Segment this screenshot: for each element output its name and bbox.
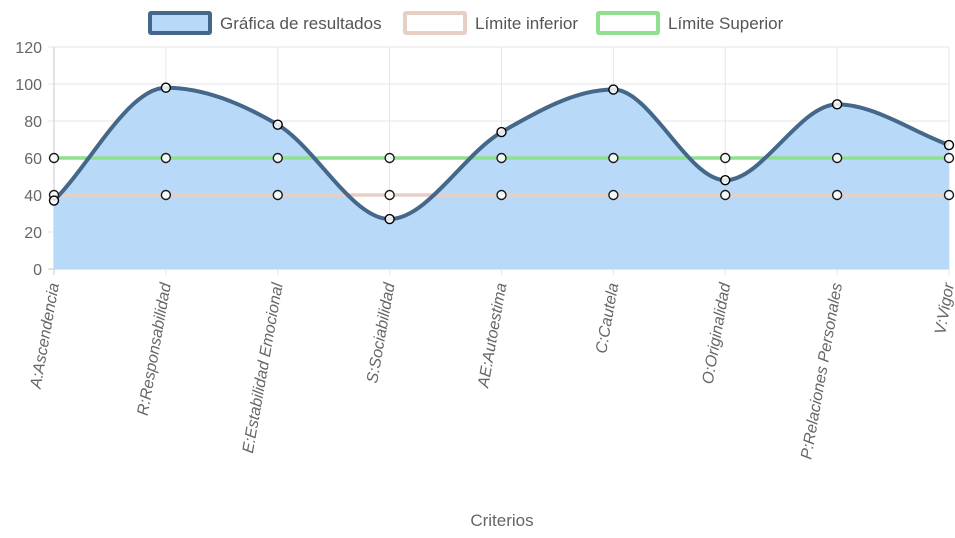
legend[interactable]: Gráfica de resultados Límite inferior Lími… [148,11,784,35]
x-tick-label: C:Cautela [593,282,622,355]
legend-label: Límite inferior [475,14,578,33]
x-tick-label: R:Responsabilidad [135,281,175,417]
legend-label: Gráfica de resultados [220,14,382,33]
x-axis-title: Criterios [470,511,533,530]
area-fill [54,87,949,269]
legend-swatch [596,11,660,35]
legend-item-1[interactable]: Límite inferior [403,11,578,35]
data-point-s1-2[interactable] [272,189,283,201]
x-tick-label: E:Estabilidad Emocional [240,281,287,454]
data-point-s0-6[interactable] [720,174,731,186]
data-point-s0-7[interactable] [831,99,843,110]
data-point-s1-1[interactable] [160,189,172,201]
data-point-s0-1[interactable] [160,82,172,93]
data-points [48,82,955,225]
legend-swatch [148,11,212,35]
data-point-s0-5[interactable] [608,84,619,95]
x-tick-label: AE:Autoestima [475,282,510,390]
y-tick-label: 120 [15,40,42,57]
data-point-s0-2[interactable] [272,119,283,130]
data-point-s2-7[interactable] [831,152,843,164]
x-tick-label: O:Originalidad [700,281,735,386]
data-point-s1-4[interactable] [496,189,507,201]
data-point-s1-6[interactable] [720,189,731,201]
data-point-s1-3[interactable] [384,189,395,201]
y-tick-label: 80 [24,114,42,131]
y-tick-label: 20 [24,225,42,242]
data-point-s2-2[interactable] [272,152,283,164]
data-point-s0-0[interactable] [48,195,60,206]
data-point-s1-8[interactable] [943,189,955,201]
data-point-s1-7[interactable] [831,189,843,201]
x-axis-ticks: A:Ascendencia R:Responsabilidad E:Estabili… [27,281,955,461]
legend-item-0[interactable]: Gráfica de resultados [148,11,382,35]
y-axis-ticks: 0 20 40 60 80 100 120 [15,40,42,279]
data-point-s0-3[interactable] [384,213,395,225]
data-point-s2-6[interactable] [720,152,731,164]
legend-label: Límite Superior [668,14,784,33]
x-tick-label: P:Relaciones Personales [798,282,846,461]
data-point-s2-3[interactable] [384,152,395,164]
data-point-s2-8[interactable] [943,152,955,164]
data-point-s2-0[interactable] [48,152,60,164]
y-tick-label: 0 [33,262,42,279]
legend-item-2[interactable]: Límite Superior [596,11,784,35]
data-point-s1-5[interactable] [608,189,619,201]
x-tick-label: A:Ascendencia [27,282,62,391]
y-tick-label: 100 [15,77,42,94]
y-tick-label: 40 [24,188,42,205]
results-area-fill [54,87,949,269]
data-point-s0-8[interactable] [943,139,955,151]
legend-swatch [403,11,467,35]
x-tick-label: S:Sociabilidad [364,281,399,385]
data-point-s2-5[interactable] [608,152,619,164]
y-tick-label: 60 [24,151,42,168]
data-point-s2-4[interactable] [496,152,507,164]
x-tick-label: V:Vigor [932,281,955,336]
data-point-s2-1[interactable] [160,152,172,164]
data-point-s0-4[interactable] [496,126,507,138]
